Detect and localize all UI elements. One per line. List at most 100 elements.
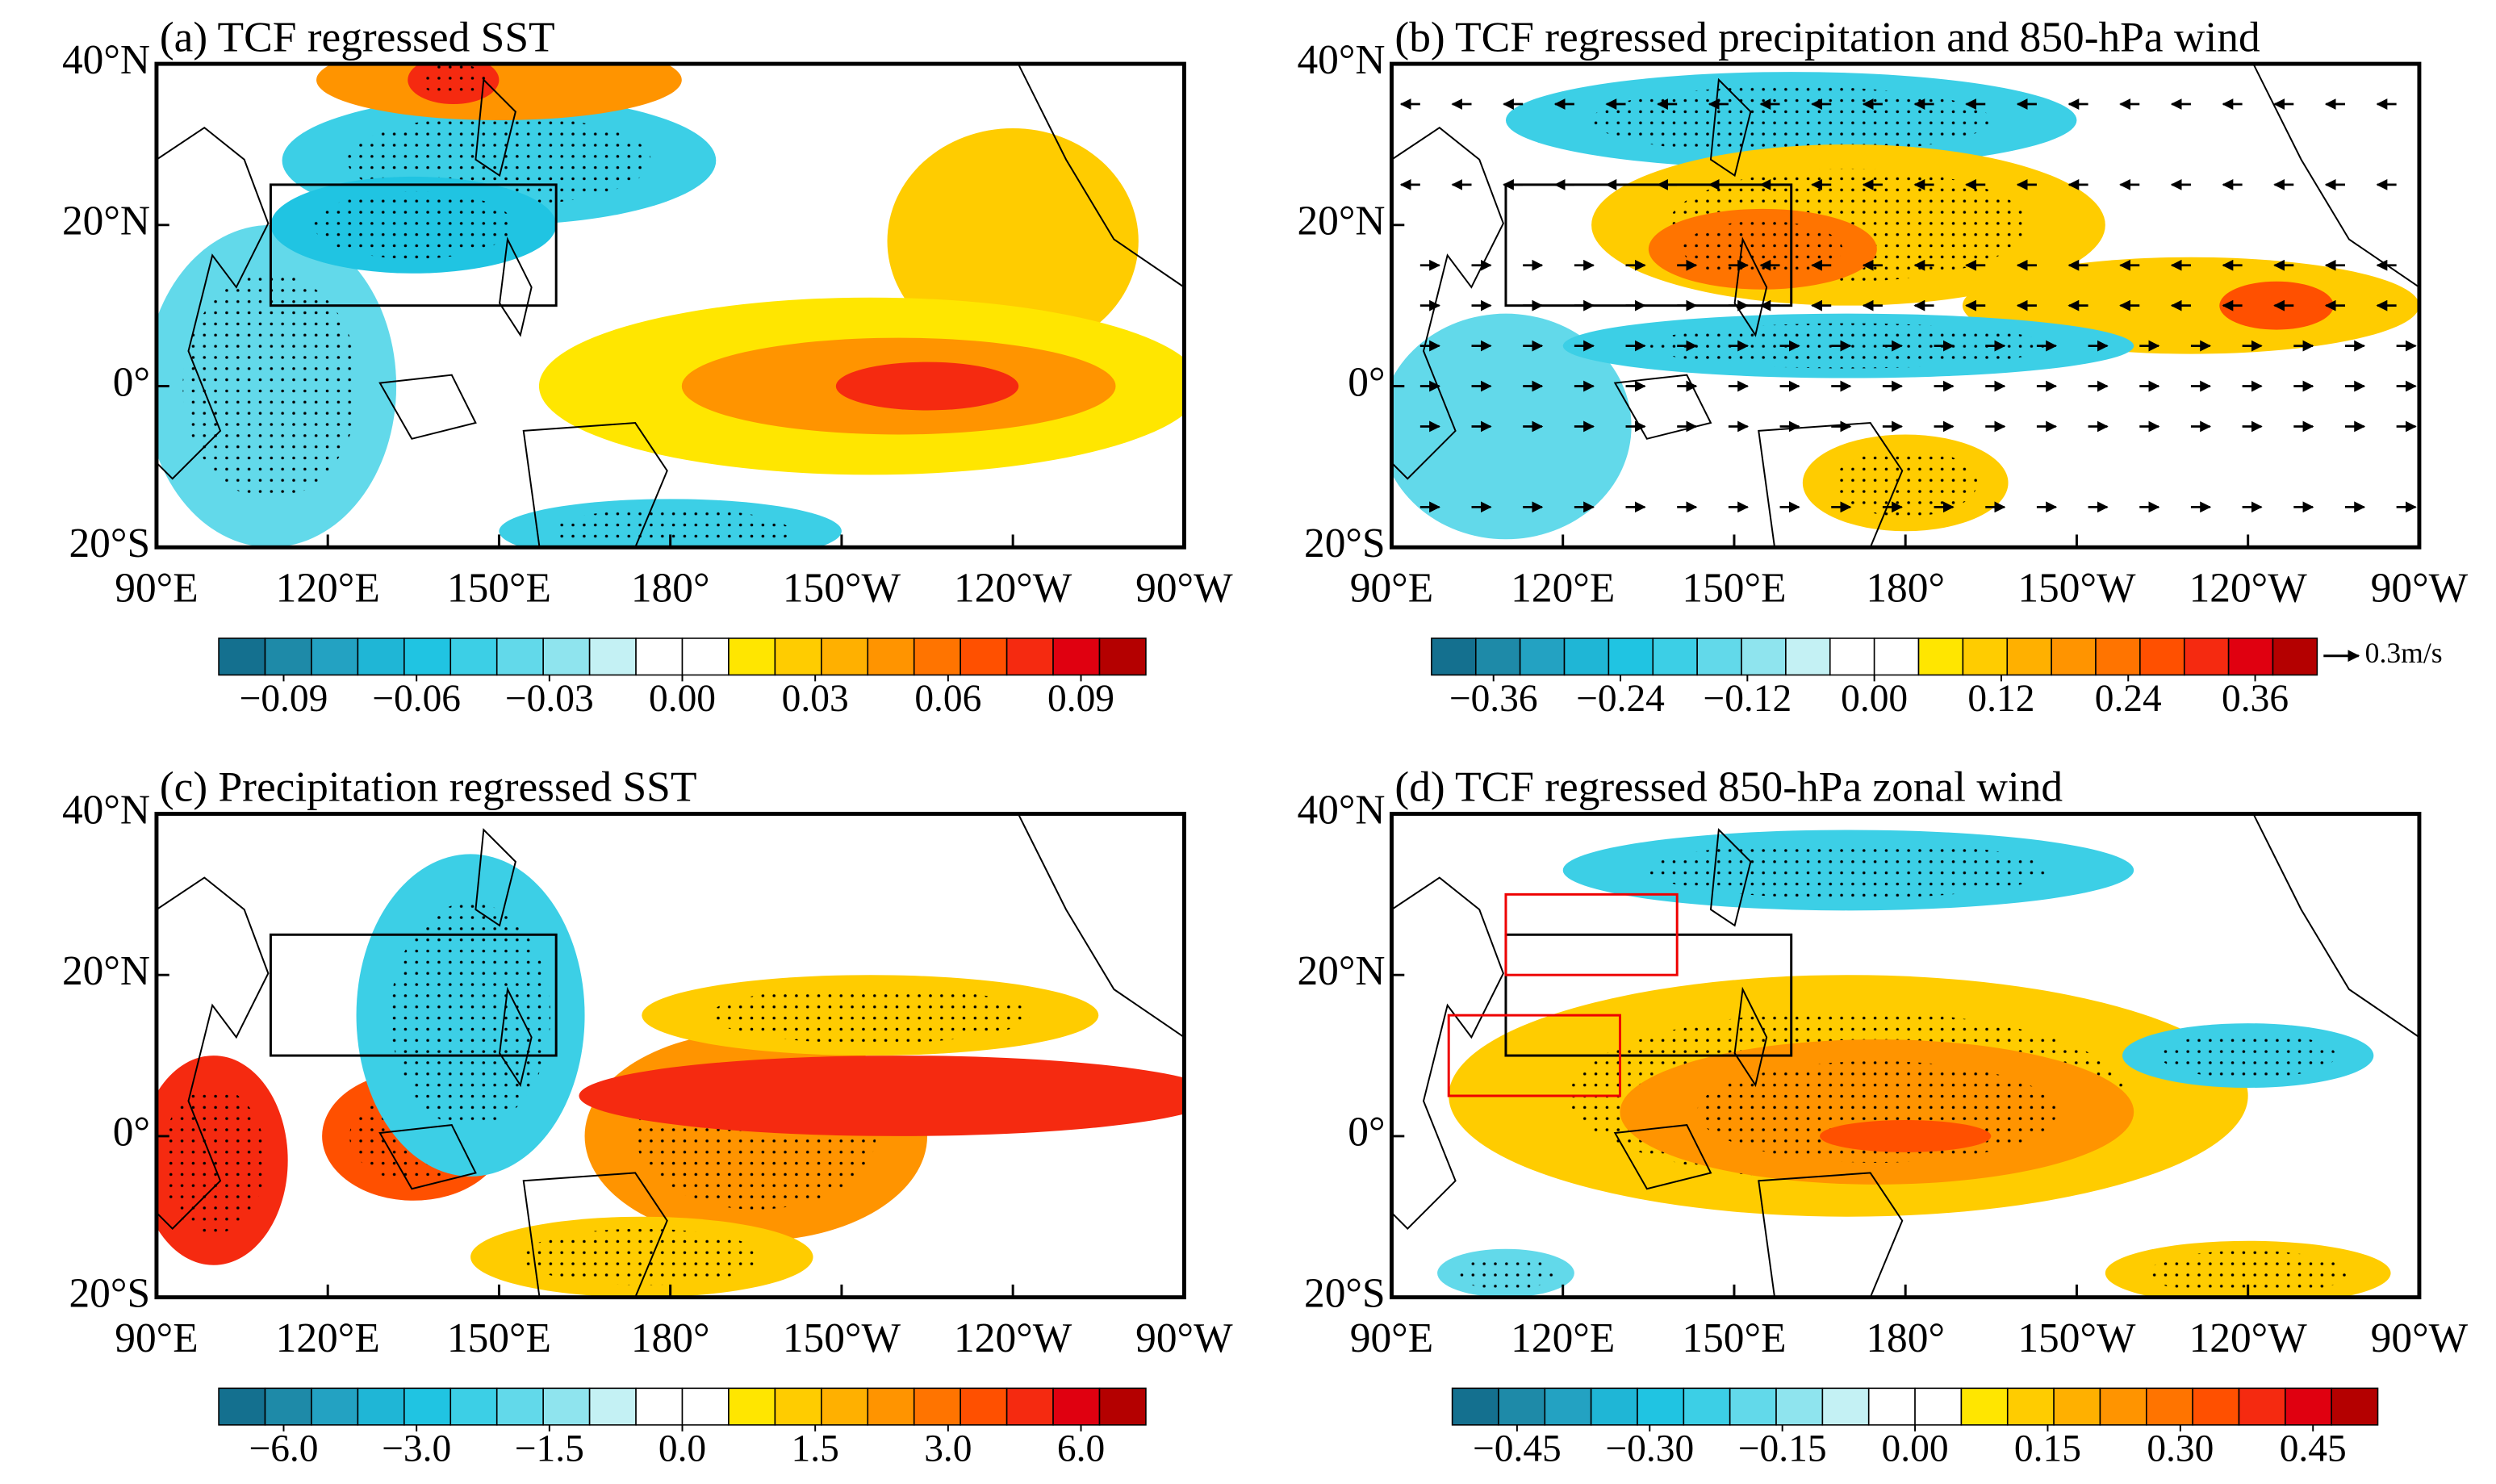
colorbar-label: 0.45 bbox=[2280, 1428, 2347, 1469]
coastline bbox=[1758, 1172, 1904, 1298]
coastline bbox=[499, 986, 533, 1088]
colorbar-box bbox=[821, 1387, 869, 1426]
region-box bbox=[269, 933, 558, 1057]
x-tick-label: 150°E bbox=[1682, 565, 1786, 611]
colorbar-box bbox=[635, 1387, 684, 1426]
significance-stipple bbox=[1648, 842, 2049, 899]
colorbar-box bbox=[2051, 637, 2097, 676]
y-tick-label: 0° bbox=[113, 1110, 150, 1156]
x-tick-label: 120°W bbox=[954, 565, 1072, 611]
coastline bbox=[1613, 374, 1712, 440]
colorbar-box bbox=[2145, 1387, 2193, 1426]
colorbar-label: 1.5 bbox=[792, 1428, 839, 1469]
significance-stipple bbox=[550, 508, 791, 548]
coastline bbox=[1017, 64, 1185, 289]
significance-stipple bbox=[1833, 449, 1978, 517]
colorbar-box bbox=[1052, 1387, 1101, 1426]
colorbar-box bbox=[2099, 1387, 2147, 1426]
y-tick-label: 0° bbox=[113, 359, 150, 405]
colorbar-box bbox=[2053, 1387, 2101, 1426]
colorbar-label: 0.00 bbox=[649, 678, 716, 720]
colorbar-box bbox=[588, 1387, 637, 1426]
colorbar-label: 0.12 bbox=[1967, 678, 2034, 720]
y-tick-label: 40°N bbox=[62, 787, 150, 833]
coastline bbox=[499, 236, 533, 337]
significance-stipple bbox=[182, 273, 359, 500]
colorbar-box bbox=[1914, 1387, 1963, 1426]
x-tick-label: 150°W bbox=[2017, 565, 2136, 611]
colorbar-box bbox=[1729, 1387, 1777, 1426]
region-box bbox=[1504, 933, 1793, 1057]
colorbar-box bbox=[1451, 1387, 1499, 1426]
y-tick-label: 0° bbox=[1348, 359, 1385, 405]
colorbar-box bbox=[403, 637, 452, 676]
coastline bbox=[378, 374, 477, 440]
colorbar-box bbox=[1431, 637, 1477, 676]
x-tick-label: 120°E bbox=[276, 565, 380, 611]
colorbar-label: −0.15 bbox=[1738, 1428, 1827, 1469]
x-tick-label: 150°W bbox=[2017, 1315, 2136, 1361]
significance-stipple bbox=[313, 190, 514, 259]
colorbar-box bbox=[218, 637, 266, 676]
coastline bbox=[156, 126, 270, 480]
significance-stipple bbox=[2159, 1033, 2336, 1079]
colorbar-box bbox=[2183, 637, 2230, 676]
coastline bbox=[1758, 421, 1904, 548]
y-tick-label: 20°N bbox=[62, 948, 150, 994]
coastline bbox=[156, 876, 270, 1231]
colorbar-label: −0.03 bbox=[505, 678, 594, 720]
colorbar-box bbox=[1006, 637, 1054, 676]
significance-stipple bbox=[391, 902, 551, 1128]
colorbar-box bbox=[1590, 1387, 1638, 1426]
region-box bbox=[269, 183, 558, 307]
colorbar-box bbox=[1637, 1387, 1685, 1426]
colorbar-box bbox=[264, 637, 312, 676]
x-tick-label: 90°W bbox=[1135, 565, 1233, 611]
colorbar-label: −0.30 bbox=[1605, 1428, 1694, 1469]
colorbar-box bbox=[311, 1387, 359, 1426]
colorbar-box bbox=[1519, 637, 1566, 676]
y-tick-label: 20°N bbox=[1297, 948, 1385, 994]
colorbar-box bbox=[588, 637, 637, 676]
significance-stipple bbox=[1457, 1256, 1554, 1290]
x-tick-label: 120°W bbox=[954, 1315, 1072, 1361]
coastline bbox=[1391, 876, 1504, 1231]
colorbar-label: 3.0 bbox=[924, 1428, 972, 1469]
y-tick-label: 20°S bbox=[1304, 1270, 1386, 1316]
significance-stipple bbox=[1683, 220, 1843, 278]
x-tick-label: 180° bbox=[1866, 1315, 1945, 1361]
colorbar-box bbox=[542, 637, 591, 676]
colorbar-box bbox=[2272, 637, 2318, 676]
contour-fill bbox=[887, 127, 1139, 354]
colorbar-label: −0.06 bbox=[372, 678, 461, 720]
contour-fill bbox=[1391, 313, 1632, 540]
x-tick-label: 150°E bbox=[1682, 1315, 1786, 1361]
colorbar-box bbox=[264, 1387, 312, 1426]
colorbar-label: 6.0 bbox=[1057, 1428, 1105, 1469]
colorbar-box bbox=[1775, 1387, 1824, 1426]
colorbar-box bbox=[1741, 637, 1787, 676]
panel-title: (b) TCF regressed precipitation and 850-… bbox=[1394, 12, 2260, 61]
contour-fill bbox=[835, 362, 1019, 411]
colorbar-label: −6.0 bbox=[249, 1428, 318, 1469]
colorbar-box bbox=[357, 1387, 405, 1426]
colorbar-box bbox=[1098, 1387, 1147, 1426]
colorbar-box bbox=[1785, 637, 1831, 676]
coastline bbox=[1391, 126, 1504, 480]
y-tick-label: 20°N bbox=[62, 199, 150, 245]
colorbar-box bbox=[1696, 637, 1742, 676]
colorbar-box bbox=[1006, 1387, 1054, 1426]
reference-label: 0.3m/s bbox=[2365, 637, 2443, 669]
colorbar-box bbox=[1498, 1387, 1546, 1426]
colorbar-box bbox=[1563, 637, 1610, 676]
x-tick-label: 180° bbox=[1866, 565, 1945, 611]
colorbar-box bbox=[821, 637, 869, 676]
colorbar-label: 0.00 bbox=[1882, 1428, 1949, 1469]
coastline bbox=[1017, 813, 1185, 1039]
colorbar-box bbox=[1683, 1387, 1731, 1426]
colorbar-box bbox=[542, 1387, 591, 1426]
x-tick-label: 150°W bbox=[783, 1315, 901, 1361]
colorbar-label: 0.00 bbox=[1841, 678, 1908, 720]
colorbar-label: −1.5 bbox=[515, 1428, 584, 1469]
